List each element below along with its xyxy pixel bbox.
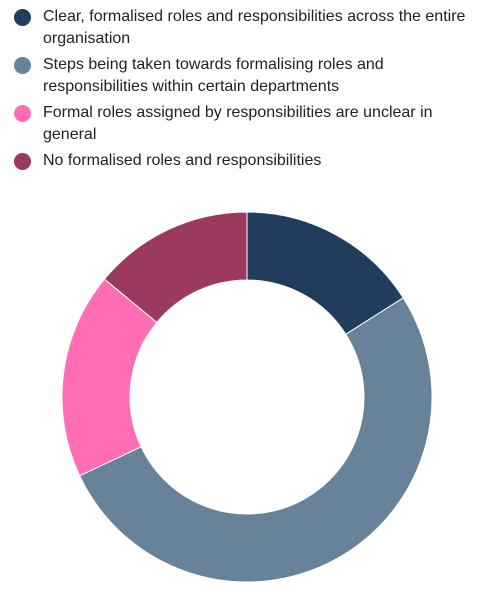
donut-slice <box>78 297 433 583</box>
legend-label: No formalised roles and responsibilities <box>43 152 322 169</box>
donut-chart <box>0 200 494 602</box>
legend-label: Clear, formalised roles and responsibili… <box>43 8 466 47</box>
legend-swatch-icon <box>14 57 31 74</box>
legend-item: Clear, formalised roles and responsibili… <box>14 6 484 50</box>
legend-swatch-icon <box>14 105 31 122</box>
legend-item: Steps being taken towards formalising ro… <box>14 54 484 98</box>
chart-legend: Clear, formalised roles and responsibili… <box>14 6 484 176</box>
legend-item: No formalised roles and responsibilities <box>14 150 484 172</box>
legend-swatch-icon <box>14 9 31 26</box>
donut-chart-svg <box>61 211 433 583</box>
legend-swatch-icon <box>14 153 31 170</box>
donut-slice <box>103 211 248 324</box>
legend-label: Formal roles assigned by responsibilitie… <box>43 104 433 143</box>
legend-item: Formal roles assigned by responsibilitie… <box>14 102 484 146</box>
legend-label: Steps being taken towards formalising ro… <box>43 56 384 95</box>
